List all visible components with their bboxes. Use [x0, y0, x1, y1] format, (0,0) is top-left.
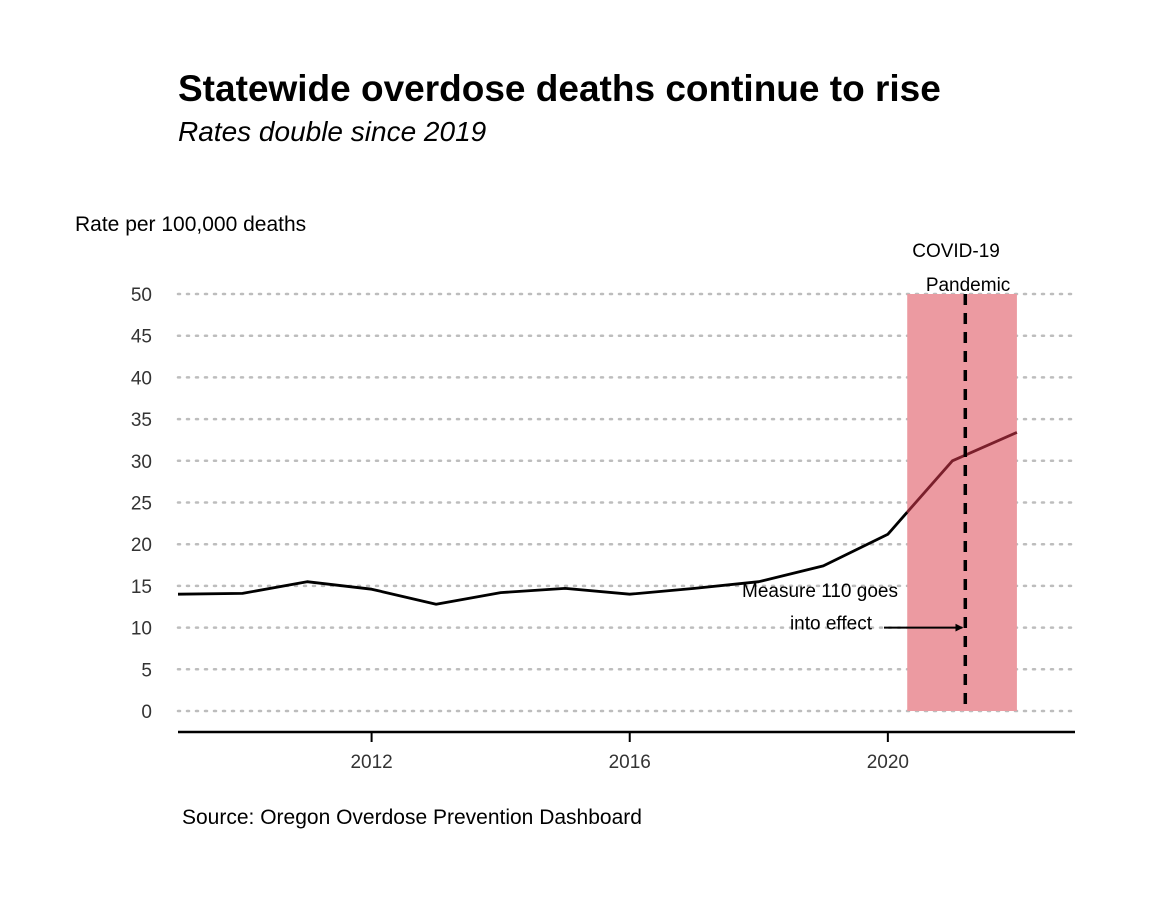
source-note: Source: Oregon Overdose Prevention Dashb…	[182, 806, 642, 829]
x-tick-label-2016: 2016	[609, 752, 651, 773]
series-lines	[177, 431, 1018, 606]
y-tick-label-20: 20	[131, 535, 152, 556]
measure-label-line-2: into effect	[790, 614, 873, 635]
y-tick-label-40: 40	[131, 368, 152, 389]
y-tick-label-15: 15	[131, 577, 152, 598]
y-tick-label-10: 10	[131, 619, 152, 640]
y-axis-ticks: 0 5 10 15 20 25 30 35 40 45 50	[131, 285, 152, 723]
measure-label-line-1: Measure 110 goes	[742, 581, 898, 602]
y-tick-label-30: 30	[131, 452, 152, 473]
chart-subtitle: Rates double since 2019	[178, 116, 487, 147]
series-line-0	[177, 511, 909, 606]
series-line-highlight-0	[906, 431, 1018, 514]
covid-region-rect	[907, 294, 1017, 711]
x-axis-ticks: 2012 2016 2020	[350, 732, 909, 773]
y-axis-label: Rate per 100,000 deaths	[75, 213, 307, 236]
x-tick-label-2012: 2012	[350, 752, 392, 773]
y-tick-label-45: 45	[131, 327, 152, 348]
covid-label-line-2: Pandemic	[926, 275, 1011, 296]
covid-pandemic-region	[907, 294, 1017, 711]
covid-label-line-1: COVID-19	[912, 241, 1000, 262]
y-tick-label-25: 25	[131, 494, 152, 515]
y-tick-label-50: 50	[131, 285, 152, 306]
y-tick-label-5: 5	[141, 660, 152, 681]
y-tick-label-35: 35	[131, 410, 152, 431]
annotations: COVID-19 Pandemic Measure 110 goes into eff…	[742, 241, 1010, 635]
y-tick-label-0: 0	[141, 702, 152, 723]
chart-title: Statewide overdose deaths continue to ri…	[178, 68, 941, 109]
x-tick-label-2020: 2020	[867, 752, 909, 773]
